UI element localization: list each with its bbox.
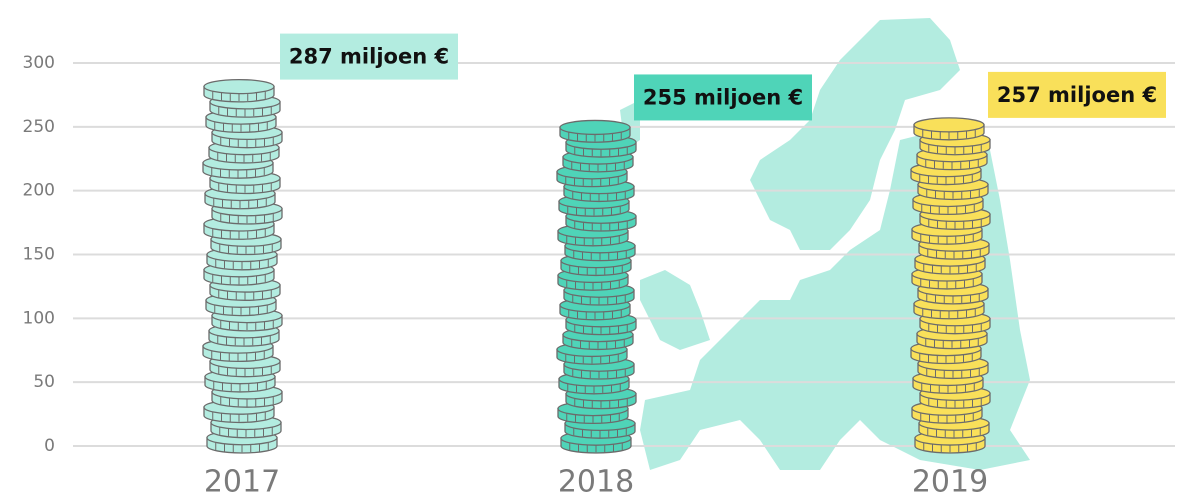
y-tick-label: 300 [23, 53, 55, 73]
label-box [280, 33, 458, 80]
x-tick-label: 2018 [558, 465, 634, 500]
x-tick-label: 2017 [204, 465, 280, 500]
y-tick-label: 50 [33, 372, 55, 392]
label-box [634, 74, 812, 121]
coin-stack [556, 119, 637, 454]
label-box [988, 71, 1166, 118]
y-tick-label: 150 [23, 245, 55, 265]
x-tick-label: 2019 [912, 465, 988, 500]
coin-stack [910, 117, 991, 454]
coin-face [913, 117, 985, 133]
coin-stack [202, 78, 283, 454]
value-label: 255 miljoen € [643, 85, 803, 109]
coin-face [203, 78, 275, 95]
value-label: 287 miljoen € [289, 45, 449, 69]
y-tick-label: 100 [23, 308, 55, 328]
value-label: 257 miljoen € [997, 83, 1157, 107]
y-tick-label: 0 [44, 436, 55, 456]
y-tick-label: 250 [23, 117, 55, 137]
coin-face [559, 119, 631, 136]
y-tick-label: 200 [23, 181, 55, 201]
